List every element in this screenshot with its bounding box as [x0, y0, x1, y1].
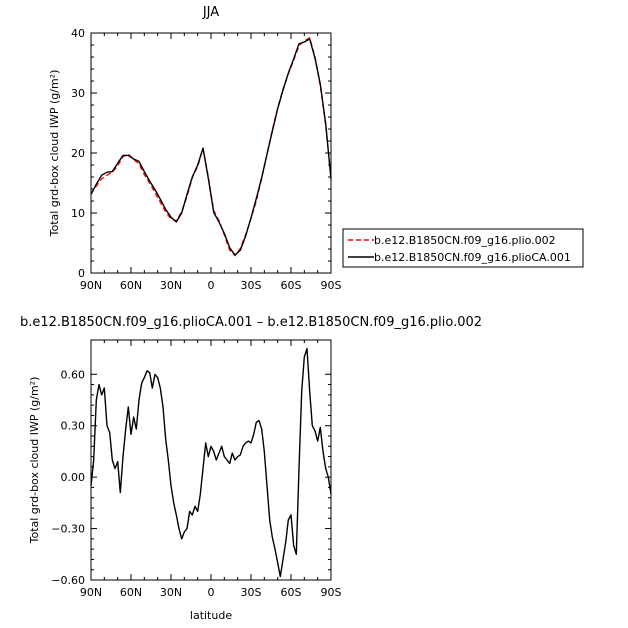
top-y-tick-label: 20 — [71, 147, 85, 160]
top-panel-y-axis-label-text: Total grd-box cloud IWP (g/m²) — [48, 70, 61, 238]
top-panel-series — [90, 37, 332, 257]
top-panel-frame — [90, 32, 332, 274]
top-panel-legend: b.e12.B1850CN.f09_g16.plio.002 b.e12.B18… — [342, 228, 584, 268]
bottom-x-tick-label: 30S — [241, 586, 262, 599]
bottom-x-tick-label: 60N — [120, 586, 142, 599]
top-panel-title: JJA — [202, 5, 219, 20]
bottom-x-tick-label: 90N — [80, 586, 102, 599]
top-panel: JJA 90N 60N 30N 0 30S 60S 90S 0 10 20 30 40 Total g… — [48, 5, 342, 292]
bottom-y-tick-label: −0.60 — [51, 574, 85, 587]
bottom-x-tick-label: 90S — [321, 586, 342, 599]
bottom-x-tick-label: 0 — [208, 586, 215, 599]
bottom-y-tick-label: 0.00 — [61, 471, 86, 484]
bottom-panel-ticks: 90N 60N 30N 0 30S 60S 90S −0.60 −0.30 0.00 0.30 0.6… — [51, 340, 342, 599]
bottom-panel-title: b.e12.B1850CN.f09_g16.plioCA.001 – b.e12… — [20, 315, 482, 330]
top-panel-y-axis-label: Total grd-box cloud IWP (g/m²) — [48, 70, 61, 238]
bottom-series-line-0 — [90, 347, 332, 578]
bottom-y-tick-label: 0.60 — [61, 368, 86, 381]
top-x-tick-label: 90S — [321, 279, 342, 292]
top-x-tick-label: 30N — [160, 279, 182, 292]
legend-label-control: b.e12.B1850CN.f09_g16.plio.002 — [374, 234, 556, 247]
top-x-tick-label: 60S — [281, 279, 302, 292]
bottom-panel: b.e12.B1850CN.f09_g16.plioCA.001 – b.e12… — [20, 315, 482, 622]
bottom-y-tick-label: −0.30 — [51, 523, 85, 536]
top-x-tick-label: 90N — [80, 279, 102, 292]
top-y-tick-label: 40 — [71, 27, 85, 40]
bottom-panel-x-axis-label: latitude — [190, 609, 232, 622]
bottom-x-tick-label: 30N — [160, 586, 182, 599]
top-y-tick-label: 0 — [78, 267, 85, 280]
top-y-tick-label: 30 — [71, 87, 85, 100]
legend-frame — [342, 228, 584, 268]
top-x-tick-label: 0 — [208, 279, 215, 292]
top-series-line-0 — [90, 37, 332, 257]
bottom-panel-series — [90, 347, 332, 578]
top-x-tick-label: 30S — [241, 279, 262, 292]
top-y-tick-label: 10 — [71, 207, 85, 220]
bottom-panel-frame — [90, 339, 332, 581]
bottom-x-tick-label: 60S — [281, 586, 302, 599]
bottom-panel-y-axis-label-text: Total grd-box cloud IWP (g/m²) — [28, 377, 41, 545]
legend-label-experiment: b.e12.B1850CN.f09_g16.plioCA.001 — [374, 251, 571, 264]
bottom-y-tick-label: 0.30 — [61, 420, 86, 433]
top-panel-ticks: 90N 60N 30N 0 30S 60S 90S 0 10 20 30 40 — [71, 27, 342, 292]
top-x-tick-label: 60N — [120, 279, 142, 292]
top-series-line-1 — [90, 38, 332, 256]
bottom-panel-y-axis-label: Total grd-box cloud IWP (g/m²) — [28, 377, 41, 545]
